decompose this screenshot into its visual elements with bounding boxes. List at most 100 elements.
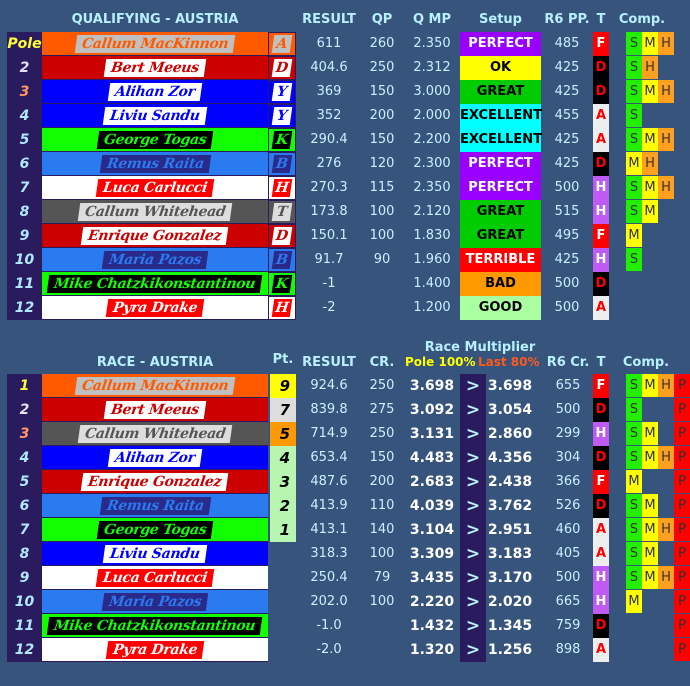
arrow-icon: > [465,568,481,588]
result-value: -2 [322,300,336,315]
qmp-value: 1.830 [413,228,451,243]
qmp-value: 2.350 [413,36,451,51]
driver-band: Mike Chatzkikonstantinou [42,614,268,638]
qmp-value: 2.120 [413,204,451,219]
multiplier-value: 3.698 [409,378,455,394]
race-title: RACE - AUSTRIA [96,355,214,370]
header-setup: Setup [479,12,522,27]
compound-S: S [626,104,642,127]
arrow-icon: > [465,496,481,516]
qp-value: 100 [369,228,395,243]
driver-band: Callum Whitehead [42,422,268,446]
qp-value: 120 [369,156,395,171]
compound-M: M [642,518,658,541]
tyre-badge: D [593,614,609,638]
adjusted-multiplier-value: 3.054 [487,402,533,418]
multiplier-value: 3.092 [409,402,455,418]
header-result: RESULT [302,12,356,27]
compound-M: M [626,224,642,247]
cr-value: 79 [373,570,391,585]
header-last-80: Last 80% [478,355,540,369]
tyre-badge: F [593,32,609,56]
compound-S: S [626,542,642,565]
points-badge: 4 [270,446,296,470]
compound-S: S [626,56,642,79]
driver-band: Liviu Sandu [42,542,268,566]
compound-M: M [642,374,658,397]
driver-name: Liviu Sandu [102,544,208,563]
multiplier-value: 3.309 [409,546,455,562]
compound-P: P [674,542,690,565]
compound-M: M [642,80,658,103]
compound-S: S [626,566,642,589]
tyre-badge: H [593,566,609,590]
compound-P: P [674,566,690,589]
tyre-badge: D [593,494,609,518]
compound-H: H [658,32,674,55]
position-number: 11 [14,276,35,292]
r6cr-value: 366 [555,474,581,489]
r6cr-value: 500 [555,402,581,417]
r6cr-value: 526 [555,498,581,513]
points-badge: 5 [270,422,296,446]
qmp-value: 1.960 [413,252,451,267]
team-letter: H [271,299,293,317]
driver-name: Callum Whitehead [77,424,233,443]
driver-name: Callum MacKinnon [74,34,236,53]
team-letter: Y [271,107,293,125]
setup-badge: GREAT [460,224,541,248]
result-value: 318.3 [310,546,348,561]
driver-name: Maria Pazos [101,592,209,611]
position-number: 3 [19,426,30,442]
tyre-badge: A [593,638,609,662]
r6pp-value: 495 [554,228,580,243]
team-badge: B [268,152,296,176]
qp-value: 90 [373,252,391,267]
multiplier-value: 1.320 [409,642,455,658]
compound-M: M [626,470,642,493]
multiplier-value: 2.683 [409,474,455,490]
adjusted-multiplier-value: 3.170 [487,570,533,586]
position-number: 5 [19,474,30,490]
driver-name: Mike Chatzkikonstantinou [47,274,263,293]
driver-name: Bert Meeus [103,400,207,419]
team-letter: D [271,59,293,77]
position-number: 12 [14,642,35,658]
driver-band: Enrique Gonzalez [42,224,268,248]
tyre-badge: A [593,128,609,152]
position-column [7,32,42,320]
position-number: 9 [19,570,30,586]
multiplier-value: 3.435 [409,570,455,586]
driver-name: George Togas [96,130,214,149]
compound-S: S [626,422,642,445]
tyre-badge: A [593,296,609,320]
compound-M: M [642,494,658,517]
header-points: Pt. [272,352,294,367]
qmp-value: 1.200 [413,300,451,315]
header-result: RESULT [302,355,356,370]
r6pp-value: 515 [554,204,580,219]
result-value: -2.0 [316,642,342,657]
compound-S: S [626,446,642,469]
compound-M: M [642,200,658,223]
qmp-value: 2.312 [413,60,451,75]
arrow-icon: > [465,376,481,396]
compound-P: P [674,374,690,397]
driver-name: Bert Meeus [103,58,207,77]
result-value: 173.8 [310,204,348,219]
team-badge: K [268,128,296,152]
result-value: 611 [316,36,342,51]
setup-badge: GREAT [460,200,541,224]
qp-value [365,272,399,296]
tyre-badge: H [593,248,609,272]
tyre-badge: D [593,398,609,422]
result-value: 290.4 [310,132,348,147]
compound-S: S [626,248,642,271]
driver-band: Remus Raita [42,152,268,176]
result-value: 653.4 [310,450,348,465]
compound-M: M [642,542,658,565]
result-value: -1.0 [316,618,342,633]
driver-band: Pyra Drake [42,296,268,320]
multiplier-value: 2.220 [409,594,455,610]
driver-name: Pyra Drake [105,640,205,659]
